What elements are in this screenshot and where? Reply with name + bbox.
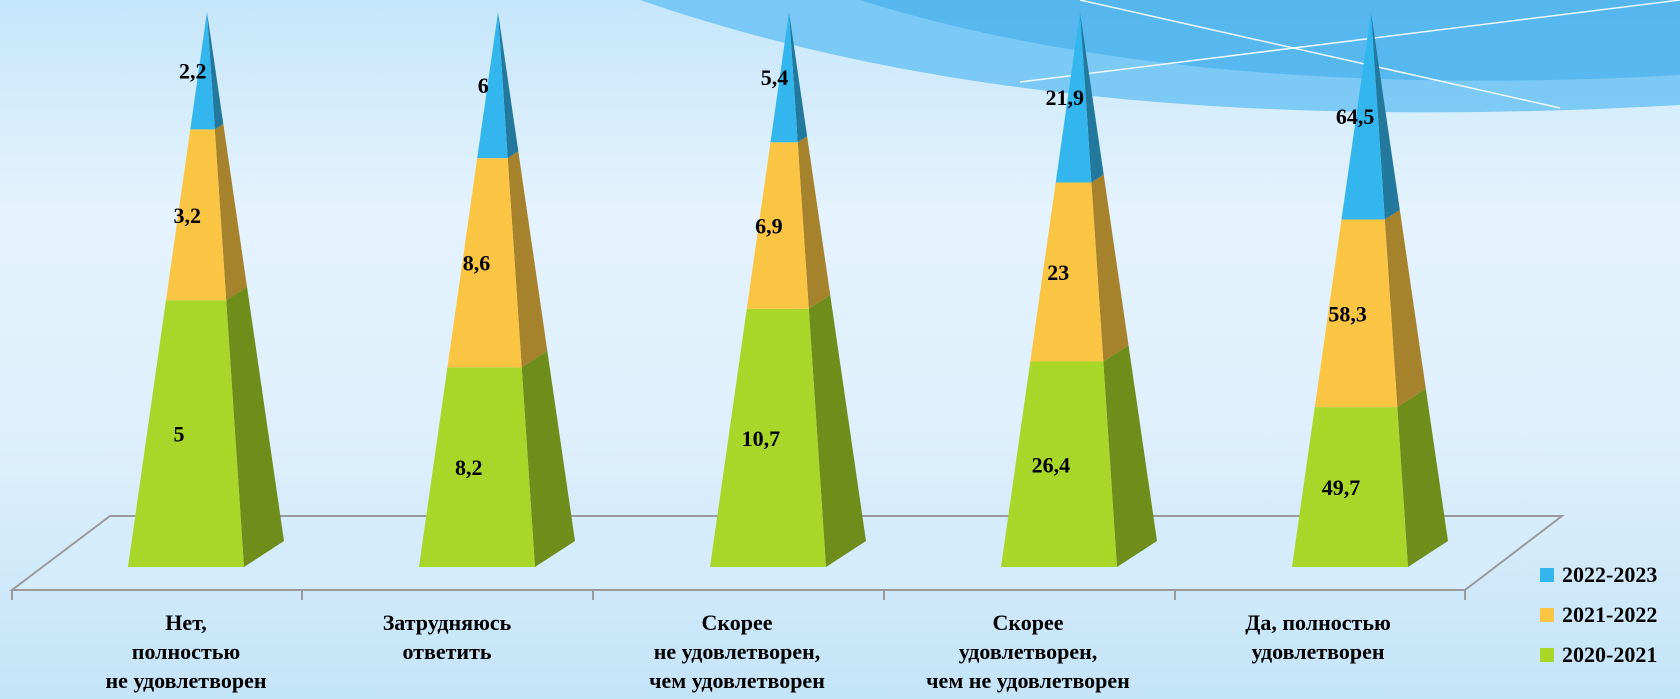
legend-item-2022-2023: 2022-2023 [1540, 562, 1657, 587]
legend-label-2021-2022: 2021-2022 [1562, 601, 1658, 627]
x-tick-label-4: Да, полностью удовлетворен [1245, 610, 1391, 664]
data-label-2022-2023-3: 21,9 [1046, 85, 1085, 110]
data-label-2022-2023-2: 5,4 [761, 65, 789, 90]
data-label-2020-2021-0: 5 [174, 422, 185, 447]
data-label-2022-2023-4: 64,5 [1336, 104, 1375, 129]
data-label-2021-2022-1: 8,6 [463, 251, 491, 276]
bar-segment-2020-2021-0: 5 [128, 286, 284, 567]
data-label-2022-2023-1: 6 [478, 73, 489, 98]
bar-segment-2020-2021-2: 10,7 [710, 294, 866, 567]
background-wave-decoration [640, 0, 1680, 113]
bar-segment-2020-2021-3: 26,4 [1001, 345, 1157, 567]
data-label-2021-2022-4: 58,3 [1328, 301, 1367, 326]
bar-segment-2021-2022-3: 23 [1030, 174, 1129, 362]
legend-swatch-2022-2023 [1540, 567, 1554, 582]
data-label-2020-2021-4: 49,7 [1322, 475, 1361, 500]
pyramid-bars: 5 3,2 2,2 8,2 8,6 6 10,7 6,9 5,4 26,4 23 21,9 49,7 58… [128, 12, 1448, 567]
data-label-2020-2021-2: 10,7 [742, 426, 781, 451]
bar-segment-2020-2021-4: 49,7 [1292, 388, 1448, 567]
data-label-2021-2022-3: 23 [1047, 260, 1069, 285]
legend-label-2022-2023: 2022-2023 [1562, 561, 1658, 587]
bar-segment-2022-2023-3: 21,9 [1046, 12, 1104, 183]
legend-swatch-2020-2021 [1540, 647, 1554, 662]
x-tick-label-2: Скорее не удовлетворен, чем удовлетворен [649, 610, 825, 693]
bar-segment-2022-2023-4: 64,5 [1336, 12, 1400, 220]
bar-segment-2021-2022-0: 3,2 [166, 123, 247, 301]
bar-segment-2020-2021-1: 8,2 [419, 350, 575, 567]
bar-segment-2021-2022-2: 6,9 [746, 136, 831, 309]
x-tick-label-0: Нет, полностью не удовлетворен [105, 610, 267, 693]
bar-segment-2021-2022-4: 58,3 [1314, 209, 1426, 408]
bar-segment-2022-2023-0: 2,2 [179, 12, 224, 130]
legend-label-2020-2021: 2020-2021 [1562, 641, 1658, 667]
bar-segment-2022-2023-2: 5,4 [761, 12, 808, 143]
legend: 2022-2023 2021-2022 2020-2021 [1540, 562, 1657, 682]
data-label-2021-2022-2: 6,9 [755, 214, 783, 239]
legend-swatch-2021-2022 [1540, 607, 1554, 622]
bar-segment-2022-2023-1: 6 [477, 12, 519, 159]
data-label-2020-2021-3: 26,4 [1032, 452, 1071, 477]
data-label-2022-2023-0: 2,2 [179, 59, 207, 84]
x-tick-label-3: Скорее удовлетворен, чем не удовлетворен [926, 610, 1130, 693]
x-tick-label-1: Затрудняюсь ответить [382, 610, 512, 664]
legend-item-2021-2022: 2021-2022 [1540, 602, 1657, 627]
data-label-2021-2022-0: 3,2 [174, 203, 202, 228]
data-label-2020-2021-1: 8,2 [455, 455, 483, 480]
bar-segment-2021-2022-1: 8,6 [447, 151, 548, 368]
legend-item-2020-2021: 2020-2021 [1540, 642, 1657, 667]
